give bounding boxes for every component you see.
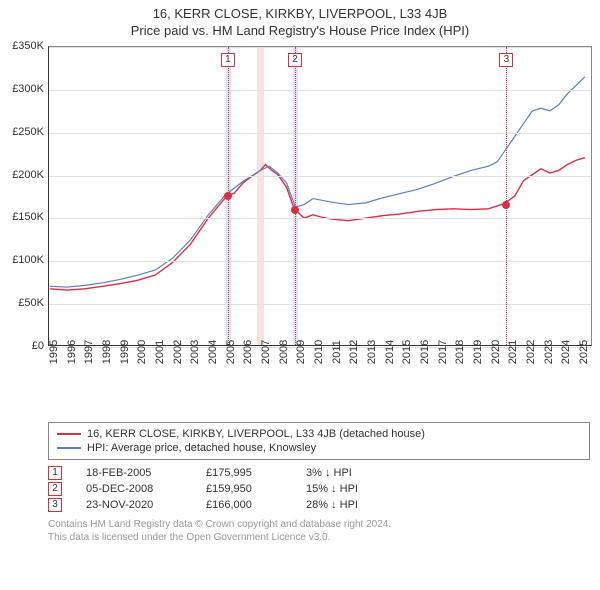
sale-row: 2 05-DEC-2008£159,95015% ↓ HPI [48,482,600,496]
x-tick-label: 1996 [66,340,78,364]
sale-pct: 28% ↓ HPI [306,499,416,511]
x-tick-label: 1995 [48,340,60,364]
y-tick-label: £100K [0,254,44,266]
x-tick-label: 2011 [331,340,343,364]
x-tick-label: 2019 [472,340,484,364]
x-tick-label: 2006 [242,340,254,364]
sale-price: £166,000 [206,499,306,511]
x-tick-label: 2007 [260,340,272,364]
attribution-line: This data is licensed under the Open Gov… [48,531,590,544]
sale-pct: 15% ↓ HPI [306,483,416,495]
legend-item: HPI: Average price, detached house, Know… [57,441,581,455]
x-tick-label: 1997 [83,340,95,364]
legend-item: 16, KERR CLOSE, KIRKBY, LIVERPOOL, L33 4… [57,427,581,441]
legend-swatch [57,433,81,435]
x-tick-label: 1998 [101,340,113,364]
x-tick-label: 2001 [154,340,166,364]
x-tick-label: 2005 [225,340,237,364]
y-tick-label: £250K [0,126,44,138]
sale-marker: 3 [499,53,513,67]
x-tick-label: 2012 [348,340,360,364]
y-tick-label: £150K [0,211,44,223]
x-tick-label: 2025 [578,340,590,364]
sale-row: 3 23-NOV-2020£166,00028% ↓ HPI [48,498,600,512]
attribution-line: Contains HM Land Registry data © Crown c… [48,518,590,531]
y-tick-label: £50K [0,297,44,309]
chart-area: 1 2 3 £0 £50K £100K £150K £200K £250K £300K £350K… [0,42,600,422]
sale-date: 18-FEB-2005 [86,467,206,479]
x-tick-label: 2023 [543,340,555,364]
legend: 16, KERR CLOSE, KIRKBY, LIVERPOOL, L33 4… [48,422,590,460]
attribution: Contains HM Land Registry data © Crown c… [48,518,590,544]
y-tick-label: £300K [0,83,44,95]
legend-label: 16, KERR CLOSE, KIRKBY, LIVERPOOL, L33 4… [87,428,425,440]
y-tick-label: £350K [0,40,44,52]
x-tick-label: 1999 [119,340,131,364]
sale-marker: 1 [221,53,235,67]
x-tick-label: 2013 [366,340,378,364]
x-tick-label: 2014 [384,340,396,364]
x-tick-label: 2024 [560,340,572,364]
sales-list: 1 18-FEB-2005£175,9953% ↓ HPI 2 05-DEC-2008… [0,466,600,512]
line-layer [49,47,591,345]
x-tick-label: 2004 [207,340,219,364]
x-tick-label: 2017 [437,340,449,364]
x-tick-label: 2009 [295,340,307,364]
x-tick-label: 2021 [507,340,519,364]
x-tick-label: 2003 [189,340,201,364]
sale-marker-inline: 1 [48,466,62,480]
legend-label: HPI: Average price, detached house, Know… [87,442,316,454]
x-tick-label: 2020 [490,340,502,364]
chart-container: 16, KERR CLOSE, KIRKBY, LIVERPOOL, L33 4… [0,0,600,590]
x-tick-label: 2010 [313,340,325,364]
sale-pct: 3% ↓ HPI [306,467,416,479]
chart-subtitle: Price paid vs. HM Land Registry's House … [0,23,600,42]
y-tick-label: £200K [0,169,44,181]
sale-marker-inline: 3 [48,498,62,512]
plot-region: 1 2 3 [48,46,592,346]
sale-price: £175,995 [206,467,306,479]
series-line [50,77,585,287]
x-tick-label: 2000 [136,340,148,364]
legend-swatch [57,447,81,449]
sale-row: 1 18-FEB-2005£175,9953% ↓ HPI [48,466,600,480]
y-tick-label: £0 [0,340,44,352]
sale-marker: 2 [288,53,302,67]
sale-date: 05-DEC-2008 [86,483,206,495]
chart-title: 16, KERR CLOSE, KIRKBY, LIVERPOOL, L33 4… [0,0,600,23]
sale-marker-inline: 2 [48,482,62,496]
sale-price: £159,950 [206,483,306,495]
x-tick-label: 2015 [401,340,413,364]
x-tick-label: 2016 [419,340,431,364]
x-tick-label: 2022 [525,340,537,364]
x-tick-label: 2008 [278,340,290,364]
x-tick-label: 2002 [172,340,184,364]
series-line [50,158,585,290]
x-tick-label: 2018 [454,340,466,364]
sale-date: 23-NOV-2020 [86,499,206,511]
